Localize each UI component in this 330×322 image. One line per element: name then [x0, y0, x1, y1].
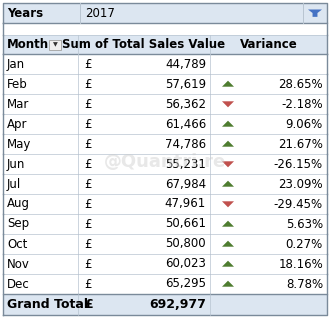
- Text: -2.18%: -2.18%: [281, 98, 323, 110]
- Text: Jan: Jan: [7, 58, 25, 71]
- Polygon shape: [222, 161, 234, 167]
- Text: Oct: Oct: [7, 238, 27, 251]
- Polygon shape: [222, 121, 234, 127]
- Text: Variance: Variance: [240, 38, 297, 51]
- Bar: [3, 23, 327, 35]
- Text: Years: Years: [7, 6, 43, 20]
- Text: Jul: Jul: [7, 177, 21, 191]
- Text: £: £: [84, 118, 91, 130]
- Polygon shape: [222, 201, 234, 207]
- Text: 18.16%: 18.16%: [278, 258, 323, 270]
- Bar: [3, 254, 327, 274]
- Text: Aug: Aug: [7, 197, 30, 211]
- Bar: [3, 194, 327, 214]
- Text: 74,786: 74,786: [165, 137, 206, 150]
- Bar: [3, 134, 327, 154]
- Text: £: £: [84, 98, 91, 110]
- Text: £: £: [84, 58, 91, 71]
- Polygon shape: [222, 281, 234, 287]
- Text: ▼: ▼: [52, 42, 57, 47]
- Bar: [3, 54, 327, 74]
- Text: 61,466: 61,466: [165, 118, 206, 130]
- Text: Sep: Sep: [7, 217, 29, 231]
- Text: £: £: [84, 217, 91, 231]
- Text: 21.67%: 21.67%: [278, 137, 323, 150]
- Text: Sum of Total Sales Value: Sum of Total Sales Value: [62, 38, 226, 51]
- Text: 50,800: 50,800: [165, 238, 206, 251]
- Polygon shape: [222, 81, 234, 87]
- Text: £: £: [84, 278, 91, 290]
- Polygon shape: [222, 101, 234, 107]
- Polygon shape: [222, 221, 234, 227]
- Text: Mar: Mar: [7, 98, 29, 110]
- Text: £: £: [84, 157, 91, 171]
- Text: 28.65%: 28.65%: [279, 78, 323, 90]
- Text: 2017: 2017: [85, 6, 115, 20]
- Bar: [3, 174, 327, 194]
- Bar: [3, 214, 327, 234]
- Bar: [3, 154, 327, 174]
- Bar: [3, 3, 327, 23]
- Polygon shape: [308, 10, 322, 17]
- Bar: [3, 94, 327, 114]
- Polygon shape: [222, 241, 234, 247]
- Text: £: £: [84, 177, 91, 191]
- Text: May: May: [7, 137, 31, 150]
- Text: £: £: [84, 298, 93, 311]
- Polygon shape: [222, 181, 234, 187]
- Bar: [49, 40, 61, 50]
- Text: 60,023: 60,023: [165, 258, 206, 270]
- Text: 47,961: 47,961: [165, 197, 206, 211]
- Bar: [3, 274, 327, 294]
- Bar: [3, 114, 327, 134]
- Text: -26.15%: -26.15%: [274, 157, 323, 171]
- Text: Month: Month: [7, 38, 49, 51]
- Bar: [3, 294, 327, 315]
- Text: Feb: Feb: [7, 78, 28, 90]
- Text: 50,661: 50,661: [165, 217, 206, 231]
- Text: 23.09%: 23.09%: [279, 177, 323, 191]
- Text: £: £: [84, 197, 91, 211]
- Polygon shape: [222, 141, 234, 147]
- Text: Nov: Nov: [7, 258, 30, 270]
- Text: £: £: [84, 258, 91, 270]
- Text: 8.78%: 8.78%: [286, 278, 323, 290]
- Text: 5.63%: 5.63%: [286, 217, 323, 231]
- Text: @Quantri.re: @Quantri.re: [104, 153, 226, 171]
- Text: Dec: Dec: [7, 278, 30, 290]
- Text: 55,231: 55,231: [165, 157, 206, 171]
- Text: Jun: Jun: [7, 157, 25, 171]
- Text: Grand Total: Grand Total: [7, 298, 88, 311]
- Text: 0.27%: 0.27%: [286, 238, 323, 251]
- Text: 65,295: 65,295: [165, 278, 206, 290]
- Text: -29.45%: -29.45%: [274, 197, 323, 211]
- Text: Apr: Apr: [7, 118, 27, 130]
- Text: 57,619: 57,619: [165, 78, 206, 90]
- Text: 44,789: 44,789: [165, 58, 206, 71]
- Bar: [3, 234, 327, 254]
- Text: 67,984: 67,984: [165, 177, 206, 191]
- Text: £: £: [84, 137, 91, 150]
- Text: £: £: [84, 78, 91, 90]
- Text: 56,362: 56,362: [165, 98, 206, 110]
- Text: 9.06%: 9.06%: [286, 118, 323, 130]
- Bar: [3, 35, 327, 54]
- Polygon shape: [222, 261, 234, 267]
- Text: 692,977: 692,977: [149, 298, 206, 311]
- Text: £: £: [84, 238, 91, 251]
- Bar: [3, 74, 327, 94]
